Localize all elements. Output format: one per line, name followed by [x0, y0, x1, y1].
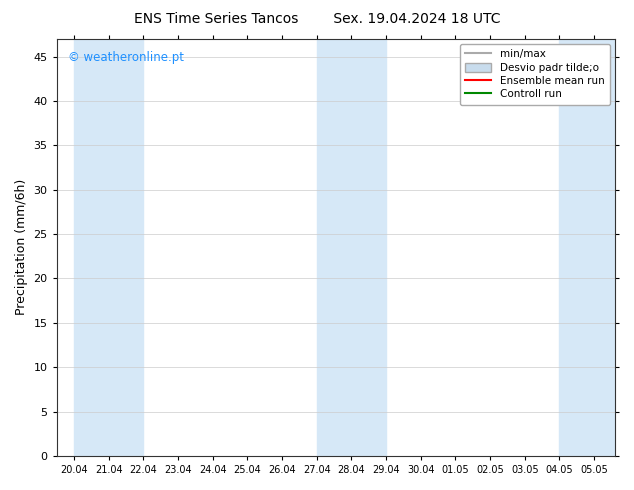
Legend: min/max, Desvio padr tilde;o, Ensemble mean run, Controll run: min/max, Desvio padr tilde;o, Ensemble m…	[460, 44, 610, 105]
Bar	[317, 39, 386, 456]
Bar	[559, 39, 615, 456]
Text: © weatheronline.pt: © weatheronline.pt	[68, 51, 184, 64]
Bar	[74, 39, 143, 456]
Text: ENS Time Series Tancos        Sex. 19.04.2024 18 UTC: ENS Time Series Tancos Sex. 19.04.2024 1…	[134, 12, 500, 26]
Y-axis label: Precipitation (mm/6h): Precipitation (mm/6h)	[15, 179, 28, 316]
